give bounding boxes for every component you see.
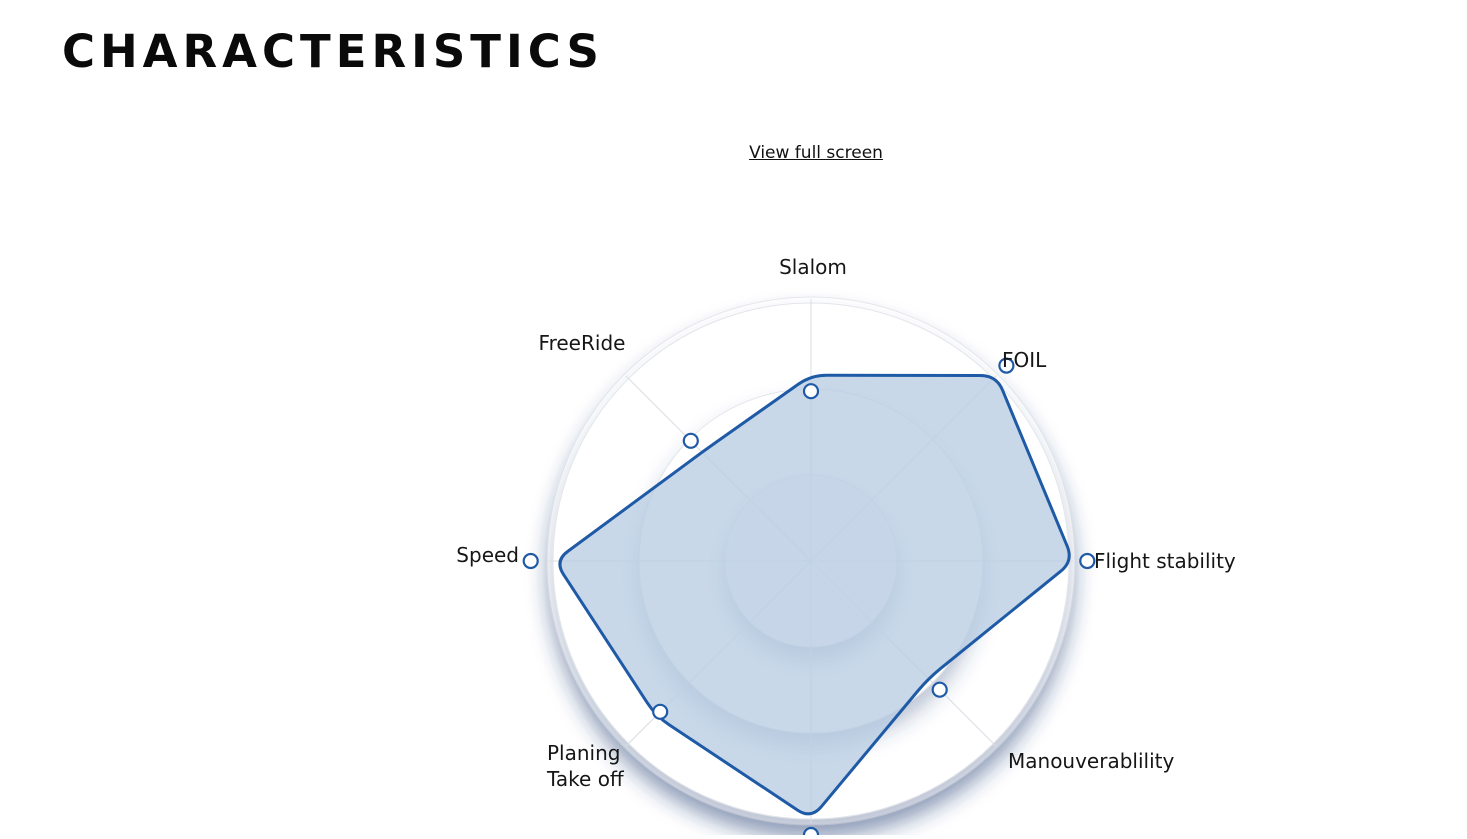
- radar-axis-label: Flight stability: [1094, 549, 1236, 573]
- radar-point-marker: [1079, 552, 1096, 570]
- radar-axis-label: Manouverablility: [1008, 749, 1174, 773]
- view-full-screen-link[interactable]: View full screen: [749, 143, 883, 163]
- radar-point-marker: [522, 552, 539, 570]
- radar-axis-label: Speed: [456, 543, 519, 567]
- radar-axis-label-line: Take off: [546, 767, 625, 791]
- radar-point-marker: [998, 357, 1015, 374]
- radar-axis-label: Planing Take off: [546, 741, 625, 791]
- radar-point-marker: [802, 826, 820, 839]
- radar-axis-label-line: Slalom: [779, 255, 847, 279]
- radar-axis-label-line: Manouverablility: [1008, 749, 1174, 773]
- radar-axis-label-line: FOIL: [1002, 348, 1047, 372]
- radar-axis-label: FreeRide: [539, 331, 626, 355]
- radar-point-marker: [682, 432, 699, 449]
- radar-axis-label: Slalom: [779, 255, 847, 279]
- radar-axis-label-line: FreeRide: [539, 331, 626, 355]
- radar-axis-label-line: Flight stability: [1094, 549, 1236, 573]
- radar-axis-label: FOIL: [1002, 348, 1047, 372]
- radar-series-area: [558, 373, 1071, 816]
- radar-point-marker: [931, 681, 948, 698]
- radar-axis-labels: Slalom FOIL Flight stability Manouverablili…: [456, 255, 1236, 791]
- radar-series: [558, 373, 1071, 816]
- page-title: CHARACTERISTICS: [62, 25, 604, 78]
- radar-point-marker: [802, 383, 820, 400]
- radar-point-marker: [652, 703, 669, 720]
- radar-axis-label-line: Speed: [456, 543, 519, 567]
- radar-axis-label-line: Planing: [547, 741, 620, 765]
